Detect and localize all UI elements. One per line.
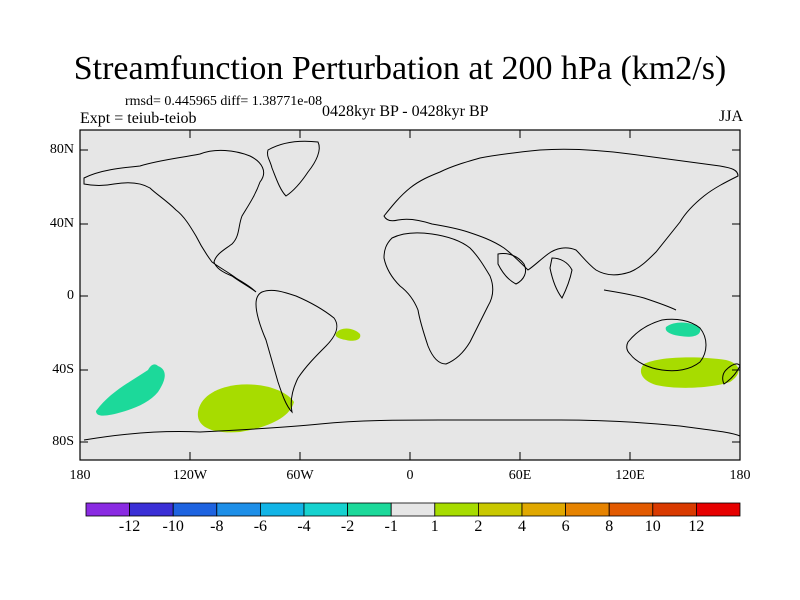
colorbar-label: -6 <box>253 518 268 535</box>
colorbar-swatch <box>172 502 218 517</box>
colorbar-label: 6 <box>561 518 570 535</box>
colorbar-label: 10 <box>644 518 661 535</box>
colorbar-label: -8 <box>210 518 224 535</box>
colorbar-label: 2 <box>474 518 483 535</box>
colorbar-swatch <box>521 502 566 517</box>
y-tick-label-40n: 40N <box>49 216 74 231</box>
y-tick-label-0: 0 <box>67 288 74 303</box>
y-tick-label-40s: 40S <box>52 362 74 377</box>
colorbar-swatch <box>259 502 305 517</box>
colorbar-swatch <box>390 502 436 517</box>
anomaly-australia-negative <box>665 322 701 337</box>
chart-title: Streamfunction Perturbation at 200 hPa (… <box>73 50 727 87</box>
anomaly-southeast-pacific-positive <box>197 384 294 433</box>
colorbar-swatch <box>216 502 261 517</box>
coastlines <box>83 140 741 441</box>
colorbar-label: 12 <box>688 518 705 535</box>
x-tick-label-60w: 60W <box>286 468 314 483</box>
colorbar-label: -1 <box>384 518 398 535</box>
axis-ticks <box>79 130 741 460</box>
map-ocean-background <box>80 130 740 460</box>
colorbar-label: -4 <box>297 518 311 535</box>
season-label: JJA <box>718 108 743 125</box>
y-tick-label-80n: 80N <box>49 142 74 157</box>
x-tick-label-180w: 180 <box>69 468 91 483</box>
colorbar-swatch <box>696 502 741 517</box>
colorbar <box>85 502 741 517</box>
colorbar-label: -2 <box>340 518 355 535</box>
colorbar-label: -10 <box>162 518 184 535</box>
colorbar-swatch <box>129 502 174 517</box>
colorbar-label: 8 <box>605 518 614 535</box>
colorbar-label: -12 <box>118 518 141 535</box>
x-tick-label-180e: 180 <box>729 468 751 483</box>
colorbar-swatch <box>652 502 697 517</box>
colorbar-swatch <box>565 502 610 517</box>
y-tick-label-80s: 80S <box>52 434 74 449</box>
x-tick-label-60e: 60E <box>508 468 532 483</box>
colorbar-swatch <box>608 502 654 517</box>
experiment-label: Expt = teiub-teiob <box>80 110 197 127</box>
colorbar-swatch <box>434 502 479 517</box>
stats-text: rmsd= 0.445965 diff= 1.38771e-08 <box>125 94 323 109</box>
anomaly-south-atlantic-positive <box>335 328 361 341</box>
colorbar-label: 4 <box>518 518 526 535</box>
colorbar-swatch <box>477 502 523 517</box>
anomaly-tasman-positive <box>640 357 739 388</box>
colorbar-swatch <box>303 502 348 517</box>
colorbar-label: 1 <box>430 518 439 535</box>
x-tick-label-120w: 120W <box>172 468 208 483</box>
anomaly-south-pacific-negative <box>96 364 165 416</box>
x-tick-label-0: 0 <box>406 468 414 483</box>
colorbar-swatch <box>347 502 392 517</box>
period-label: 0428kyr BP - 0428kyr BP <box>322 103 489 120</box>
colorbar-swatch <box>85 502 130 517</box>
x-tick-label-120e: 120E <box>615 468 645 483</box>
